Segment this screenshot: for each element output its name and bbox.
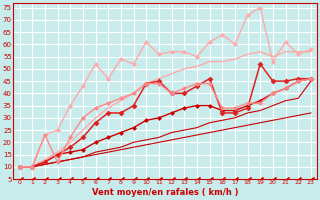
X-axis label: Vent moyen/en rafales ( km/h ): Vent moyen/en rafales ( km/h ): [92, 188, 238, 197]
